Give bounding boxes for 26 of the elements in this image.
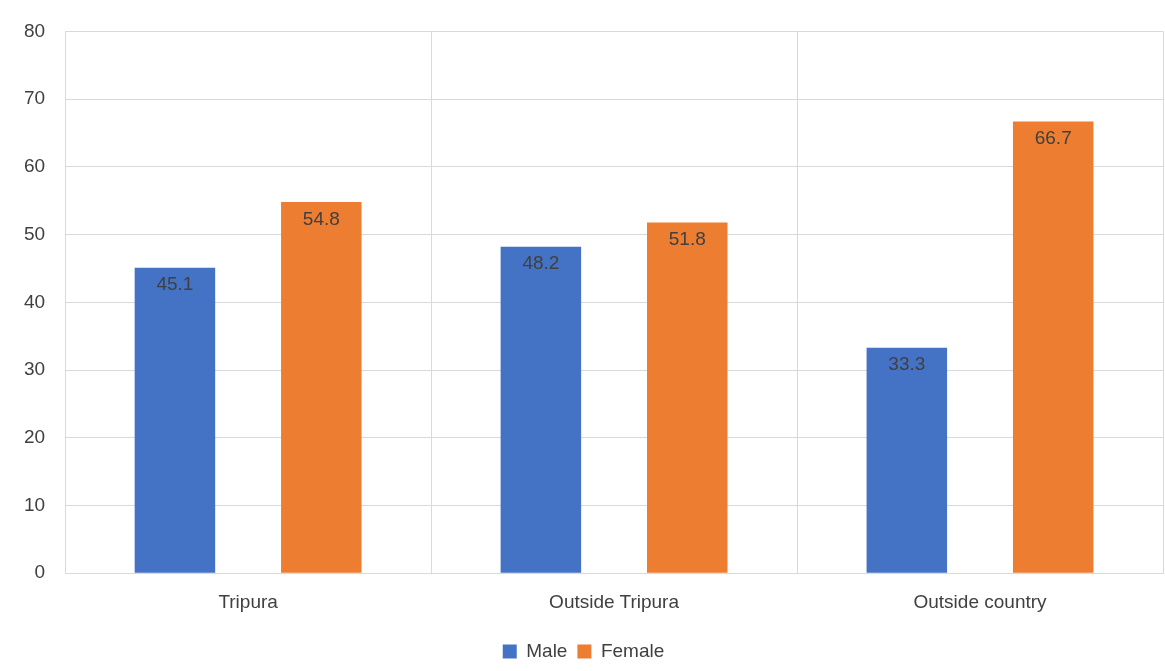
data-label: 33.3 — [888, 353, 926, 375]
legend-label: Female — [600, 639, 665, 661]
bar — [500, 246, 582, 573]
y-tick-label: 40 — [23, 290, 46, 312]
data-label: 66.7 — [1034, 127, 1072, 149]
data-label: 48.2 — [522, 252, 560, 274]
bar — [1012, 121, 1094, 573]
y-tick-label: 50 — [23, 222, 46, 244]
x-tick-label: Tripura — [218, 590, 279, 612]
bar — [866, 347, 948, 573]
y-tick-label: 30 — [23, 358, 46, 380]
y-tick-label: 60 — [23, 155, 46, 177]
data-label: 51.8 — [668, 228, 706, 250]
y-tick-label: 20 — [23, 425, 46, 447]
bar — [281, 202, 362, 573]
bar — [647, 222, 728, 573]
y-tick-label: 10 — [23, 493, 46, 515]
x-tick-label: Outside Tripura — [549, 590, 680, 612]
data-label: 45.1 — [156, 273, 194, 295]
data-label: 54.8 — [302, 207, 340, 229]
x-tick-label: Outside country — [913, 590, 1048, 612]
y-tick-label: 0 — [34, 561, 46, 583]
y-tick-label: 70 — [23, 87, 46, 109]
y-tick-label: 80 — [23, 19, 46, 41]
bar — [134, 267, 216, 573]
legend-label: Male — [526, 639, 568, 661]
